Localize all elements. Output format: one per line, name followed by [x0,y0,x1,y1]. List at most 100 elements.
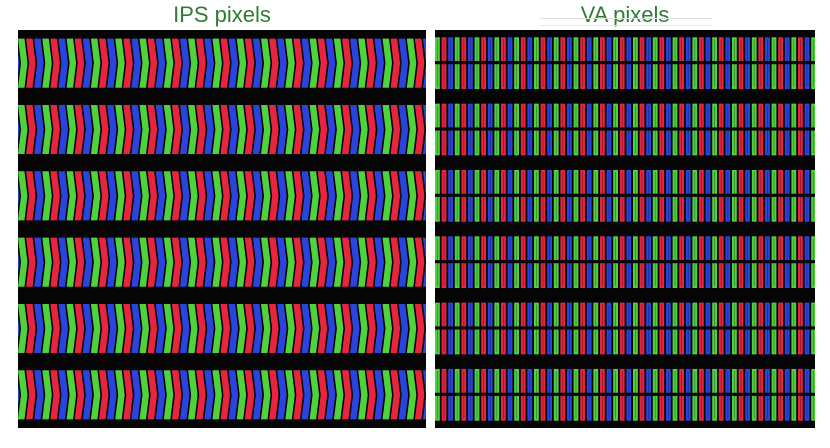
subpixel-chevron [42,104,52,155]
subpixel-lower [646,263,651,289]
subpixel-divider [727,304,729,353]
subpixel-divider [621,238,623,287]
subpixel-chevron [26,370,36,420]
subpixel-chevron [180,104,190,155]
subpixel-chevron [99,303,109,354]
subpixel-upper [487,368,493,393]
subpixel-lower [751,196,757,222]
subpixel-chevron [26,171,36,221]
subpixel-divider [450,238,451,287]
subpixel-upper [679,302,684,327]
subpixel-upper [527,103,533,128]
subpixel-divider [707,171,709,220]
subpixel-chevron [171,171,182,221]
subpixel-upper [804,103,810,128]
subpixel-divider [582,171,583,220]
subpixel-upper [507,169,513,194]
subpixel-divider [569,370,570,419]
subpixel-upper [679,169,684,194]
subpixel-upper [738,236,744,261]
subpixel-upper [652,37,658,62]
subpixel-divider [529,39,531,88]
subpixel-upper [626,37,632,62]
subpixel-upper [600,169,605,194]
subpixel-upper [527,368,533,393]
subpixel-divider [555,171,557,220]
subpixel-lower [751,395,757,421]
subpixel-upper [593,169,599,194]
subpixel-lower [751,130,757,156]
subpixel-lower [520,64,526,90]
subpixel-chevron [115,237,125,287]
subpixel-chevron [18,104,28,155]
subpixel-upper [448,103,453,128]
subpixel-lower [811,329,815,355]
subpixel-divider [562,171,564,220]
subpixel-divider [800,370,801,419]
subpixel-lower [633,130,638,156]
subpixel-upper [765,302,770,327]
subpixel-chevron [366,303,376,354]
subpixel-divider [562,238,564,287]
subpixel-lower [765,329,770,355]
subpixel-divider [661,105,663,154]
subpixel-lower [540,263,546,289]
subpixel-divider [496,171,498,220]
subpixel-upper [692,103,698,128]
subpixel-lower [804,329,810,355]
subpixel-divider [549,171,550,220]
subpixel-divider [569,105,570,154]
ips-caption: IPS pixels [173,2,271,27]
subpixel-chevron [414,303,425,354]
subpixel-lower [507,196,513,222]
subpixel-upper [435,368,440,393]
subpixel-divider [628,304,630,353]
subpixel-lower [699,196,704,222]
subpixel-chevron [212,38,222,88]
subpixel-divider [773,370,775,419]
subpixel-chevron [261,38,271,88]
subpixel-lower [692,329,698,355]
subpixel-chevron [180,237,190,287]
subpixel-divider [800,238,801,287]
subpixel-upper [520,236,526,261]
subpixel-chevron [301,38,311,88]
subpixel-lower [666,329,671,355]
subpixel-divider [509,238,511,287]
subpixel-chevron [188,237,198,287]
subpixel-divider [470,171,471,220]
subpixel-lower [461,263,467,289]
subpixel-lower [633,263,638,289]
subpixel-lower [454,329,460,355]
subpixel-lower [725,263,731,289]
subpixel-lower [771,329,777,355]
subpixel-chevron [382,171,392,221]
subpixel-upper [481,368,486,393]
subpixel-upper [514,169,519,194]
subpixel-upper [586,368,592,393]
subpixel-chevron [147,370,158,420]
subpixel-divider [628,238,630,287]
subpixel-divider [747,370,748,419]
subpixel-lower [474,196,480,222]
subpixel-chevron [204,237,214,287]
subpixel-chevron [301,104,311,155]
subpixel-lower [613,395,618,421]
subpixel-chevron [66,38,77,88]
subpixel-lower [699,329,704,355]
subpixel-upper [751,368,757,393]
subpixel-upper [765,236,770,261]
subpixel-chevron [414,38,425,88]
subpixel-upper [468,103,473,128]
subpixel-divider [767,370,768,419]
subpixel-upper [527,302,533,327]
subpixel-lower [811,64,815,90]
subpixel-upper [435,37,440,62]
subpixel-lower [613,196,618,222]
subpixel-upper [448,302,453,327]
subpixel-lower [626,263,632,289]
subpixel-divider [450,105,451,154]
subpixel-lower [633,329,638,355]
subpixel-chevron [252,237,263,287]
subpixel-chevron [171,38,182,88]
